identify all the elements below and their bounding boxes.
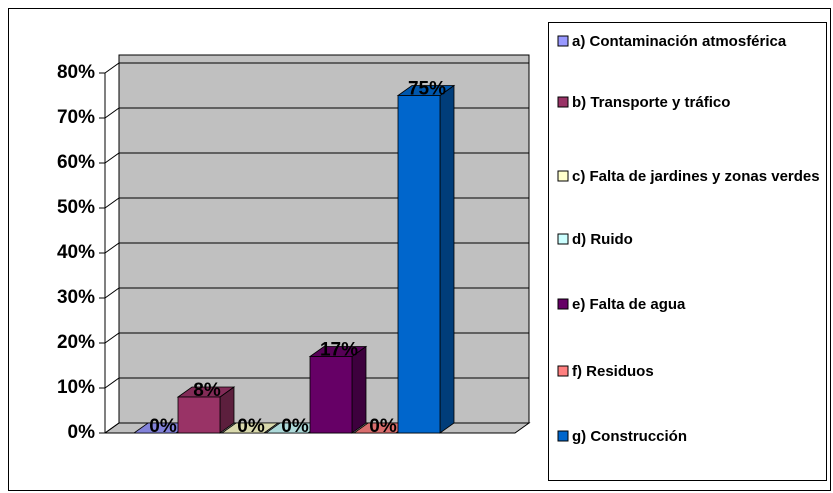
y-tick-label: 60% — [57, 152, 95, 173]
bar — [396, 84, 456, 434]
back-wall — [118, 54, 530, 424]
y-tick-label: 80% — [57, 62, 95, 83]
bar-face — [177, 396, 221, 434]
grid-line — [104, 107, 529, 119]
bar — [176, 386, 236, 434]
legend-label: g) Construcción — [572, 428, 687, 445]
data-label: 0% — [237, 416, 265, 437]
data-label: 17% — [320, 340, 358, 361]
legend-label: d) Ruido — [572, 231, 633, 248]
bar-face — [397, 95, 441, 434]
grid-line — [104, 242, 529, 254]
bar-face — [439, 84, 455, 434]
legend-label: a) Contaminación atmosférica — [572, 33, 787, 50]
grid-line — [104, 377, 529, 389]
grid-line — [104, 197, 529, 209]
y-tick-label: 70% — [57, 107, 95, 128]
y-tick-label: 50% — [57, 197, 95, 218]
legend-swatch — [557, 170, 569, 182]
legend-swatch — [557, 96, 569, 108]
y-tick-label: 20% — [57, 332, 95, 353]
data-label: 0% — [281, 416, 309, 437]
data-label: 8% — [193, 380, 221, 401]
legend-swatch — [557, 233, 569, 245]
legend-label: c) Falta de jardines y zonas verdes — [572, 168, 820, 185]
legend-swatch — [557, 298, 569, 310]
legend-swatch — [557, 35, 569, 47]
grid-line — [104, 62, 529, 74]
data-label: 0% — [369, 416, 397, 437]
grid-line — [104, 152, 529, 164]
legend-label: b) Transporte y tráfico — [572, 94, 731, 111]
legend-label: f) Residuos — [572, 363, 654, 380]
bar — [308, 345, 368, 434]
legend-label: e) Falta de agua — [572, 296, 686, 313]
data-label: 75% — [408, 79, 446, 100]
data-label: 0% — [149, 416, 177, 437]
y-tick-label: 0% — [68, 422, 96, 443]
bar-face — [309, 356, 353, 434]
bar-face — [220, 422, 280, 434]
legend-swatch — [557, 430, 569, 442]
y-tick-label: 10% — [57, 377, 95, 398]
legend-swatch — [557, 365, 569, 377]
legend-box — [548, 22, 827, 481]
y-tick-label: 30% — [57, 287, 95, 308]
bar — [220, 422, 280, 434]
grid-line — [104, 287, 529, 299]
grid-line — [104, 332, 529, 344]
y-tick-label: 40% — [57, 242, 95, 263]
